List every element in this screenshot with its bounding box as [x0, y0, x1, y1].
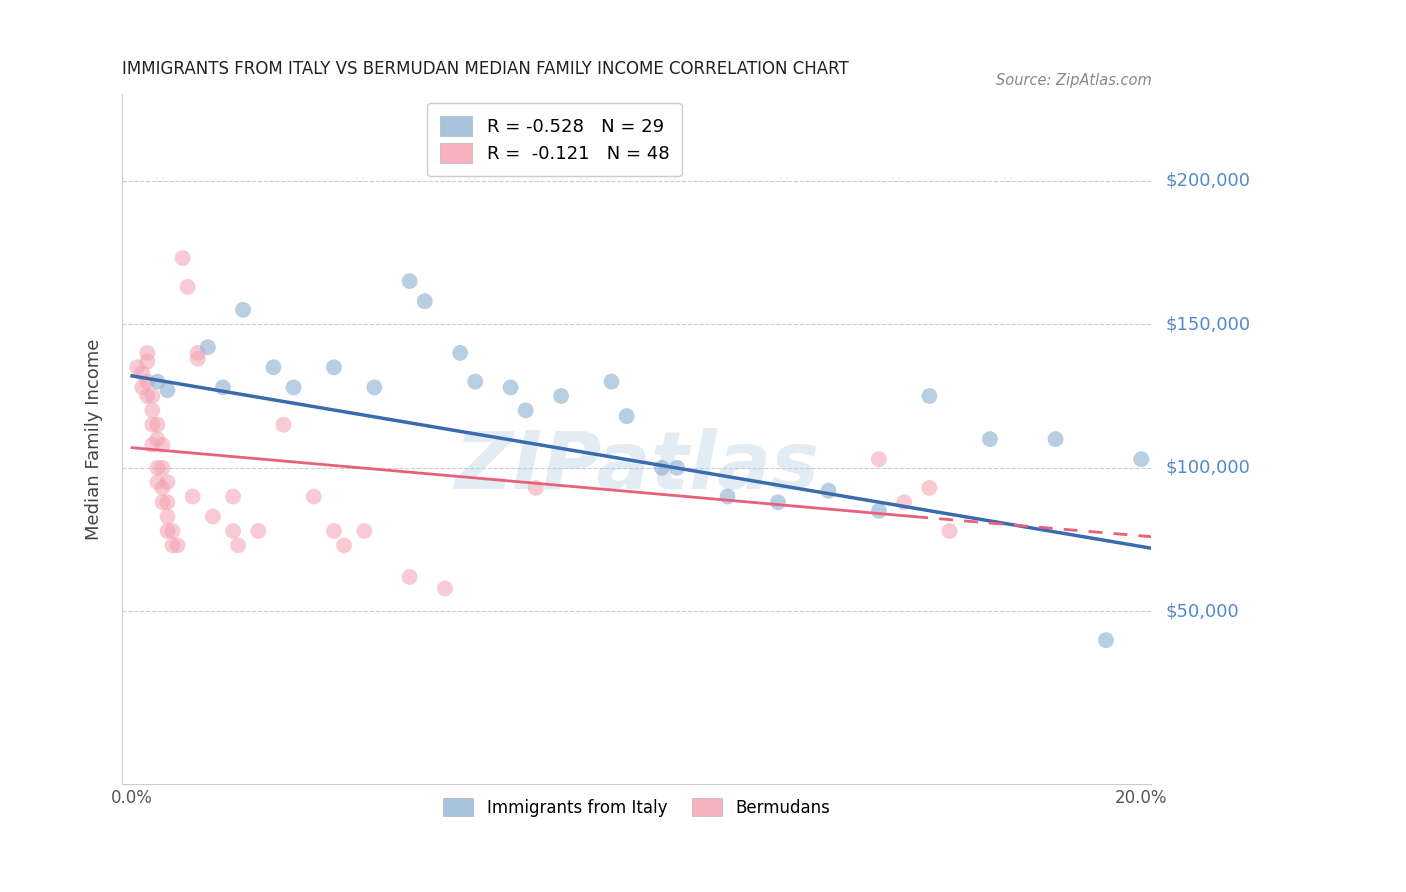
- Point: [187, 346, 209, 360]
- Point: [398, 570, 420, 584]
- Point: [1095, 633, 1118, 648]
- Point: [262, 360, 284, 375]
- Point: [222, 524, 245, 538]
- Point: [166, 538, 188, 552]
- Point: [600, 375, 623, 389]
- Point: [1130, 452, 1153, 467]
- Point: [156, 475, 179, 490]
- Point: [152, 460, 174, 475]
- Point: [131, 380, 153, 394]
- Point: [979, 432, 1001, 446]
- Point: [156, 384, 179, 398]
- Point: [136, 375, 159, 389]
- Point: [918, 389, 941, 403]
- Point: [616, 409, 638, 423]
- Point: [141, 403, 163, 417]
- Point: [499, 380, 522, 394]
- Point: [433, 582, 456, 596]
- Legend: Immigrants from Italy, Bermudans: Immigrants from Italy, Bermudans: [436, 792, 837, 823]
- Point: [162, 538, 184, 552]
- Point: [222, 490, 245, 504]
- Point: [918, 481, 941, 495]
- Point: [868, 504, 890, 518]
- Text: $200,000: $200,000: [1166, 171, 1250, 190]
- Text: IMMIGRANTS FROM ITALY VS BERMUDAN MEDIAN FAMILY INCOME CORRELATION CHART: IMMIGRANTS FROM ITALY VS BERMUDAN MEDIAN…: [122, 60, 849, 78]
- Point: [136, 389, 159, 403]
- Point: [766, 495, 789, 509]
- Point: [136, 354, 159, 368]
- Point: [353, 524, 375, 538]
- Point: [141, 438, 163, 452]
- Point: [181, 490, 204, 504]
- Point: [515, 403, 537, 417]
- Point: [323, 524, 346, 538]
- Point: [146, 417, 169, 432]
- Point: [212, 380, 235, 394]
- Point: [449, 346, 471, 360]
- Point: [127, 360, 149, 375]
- Point: [817, 483, 839, 498]
- Point: [187, 351, 209, 366]
- Point: [226, 538, 249, 552]
- Text: Source: ZipAtlas.com: Source: ZipAtlas.com: [995, 72, 1152, 87]
- Point: [524, 481, 547, 495]
- Point: [176, 280, 198, 294]
- Point: [152, 481, 174, 495]
- Point: [146, 432, 169, 446]
- Point: [893, 495, 915, 509]
- Point: [141, 389, 163, 403]
- Point: [413, 294, 436, 309]
- Point: [651, 460, 673, 475]
- Point: [131, 366, 153, 380]
- Point: [146, 475, 169, 490]
- Point: [363, 380, 385, 394]
- Point: [152, 438, 174, 452]
- Point: [172, 251, 194, 265]
- Point: [156, 509, 179, 524]
- Point: [146, 375, 169, 389]
- Point: [398, 274, 420, 288]
- Point: [247, 524, 270, 538]
- Point: [162, 524, 184, 538]
- Point: [302, 490, 325, 504]
- Point: [152, 495, 174, 509]
- Point: [136, 346, 159, 360]
- Point: [333, 538, 356, 552]
- Text: $50,000: $50,000: [1166, 602, 1239, 621]
- Point: [550, 389, 572, 403]
- Point: [464, 375, 486, 389]
- Point: [716, 490, 738, 504]
- Text: ZIPatlas: ZIPatlas: [454, 427, 820, 506]
- Point: [283, 380, 305, 394]
- Point: [868, 452, 890, 467]
- Point: [141, 417, 163, 432]
- Point: [938, 524, 960, 538]
- Point: [323, 360, 346, 375]
- Point: [146, 460, 169, 475]
- Y-axis label: Median Family Income: Median Family Income: [86, 338, 103, 540]
- Point: [156, 524, 179, 538]
- Point: [666, 460, 689, 475]
- Point: [156, 495, 179, 509]
- Text: $100,000: $100,000: [1166, 458, 1250, 477]
- Point: [1045, 432, 1067, 446]
- Point: [201, 509, 224, 524]
- Point: [273, 417, 295, 432]
- Text: $150,000: $150,000: [1166, 315, 1250, 334]
- Point: [232, 302, 254, 317]
- Point: [197, 340, 219, 354]
